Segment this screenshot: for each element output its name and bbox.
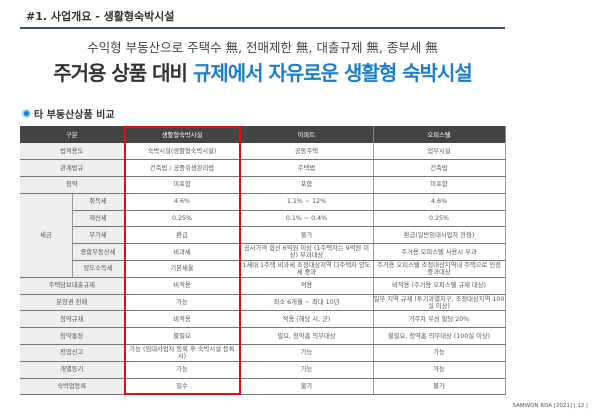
- subtitle: 수익형 부동산으로 주택수 無, 전매제한 無, 대출규제 無, 종부세 無: [87, 40, 438, 55]
- footer: SAMWON RDA [2021] | 12 |: [512, 403, 588, 409]
- table-row: 세금 취득세 4.6% 1.1% ~ 12% 4.6%: [20, 193, 506, 278]
- table-cell: 주거용 오피스텔 사용시 부과: [373, 243, 506, 262]
- row-label: 법적용도: [20, 143, 125, 161]
- table-cell: 비적용 (주거용 오피스텔 규제 대상): [373, 277, 506, 295]
- table-cell: 가능: [373, 344, 506, 362]
- table-row: 양도소득세 기본세율 1세대 1주택 비과세 조정대상지역 다주택자 양도세 중과 주…: [20, 260, 506, 278]
- table-cell: 불가: [240, 378, 374, 396]
- row-group-label: 세금: [20, 193, 73, 278]
- row-label: 주택담보대출규제: [20, 277, 125, 295]
- table-cell: 4.6%: [373, 193, 506, 211]
- table-cell: 0.1% ~ 0.4%: [240, 210, 374, 228]
- row-label: 숙박업등록: [20, 378, 125, 396]
- table-cell: 최소 6개월 ~ 최대 10년: [240, 294, 374, 312]
- table-row: 청약규제 비적용 적용 (해당 시, 군) 거주자 우선 할당 20%: [20, 310, 506, 329]
- table-cell: 건축법: [373, 159, 506, 178]
- table-cell: 업무시설: [373, 143, 506, 161]
- header-category: 구분: [20, 126, 125, 143]
- table-row: 개별등기 가능 가능 가능: [20, 361, 506, 379]
- headline-part1: 주거용 상품 대비: [53, 61, 193, 85]
- table-cell: 필요, 청약홈 의무대상: [240, 327, 374, 346]
- row-label: 개별등기: [20, 361, 125, 379]
- table-cell: 공동주택: [240, 143, 374, 161]
- row-label: 청약: [20, 176, 125, 194]
- table-row: 숙박업등록 필수 불가 불가: [20, 378, 506, 396]
- header-divider: [20, 27, 505, 29]
- location-pin-icon: [22, 109, 31, 118]
- table-cell: 1.1% ~ 12%: [240, 193, 374, 211]
- section-title-text: 타 부동산상품 비교: [34, 110, 115, 121]
- table-cell: 불가: [373, 378, 506, 396]
- table-cell: 공시가격 합산 6억원 이상 (1주택자는 9억원 이상) 부과대상: [240, 243, 374, 262]
- table-cell: 일부 지역 규제 (투기과열지구, 조정대상지역 100실 이상): [373, 294, 506, 312]
- row-label: 청약규제: [20, 310, 125, 329]
- table-row: 법적용도 숙박시설(생활형숙박시설) 공동주택 업무시설: [20, 143, 506, 161]
- table-cell: 주거용 오피스텔 조정대상지역내 주택으로 인정 중과대상: [373, 260, 506, 278]
- row-label: 분양권 전매: [20, 294, 125, 312]
- table-row: 관계법규 건축법 / 공중위생관리법 주택법 건축법: [20, 159, 506, 178]
- row-label: 부가세: [72, 226, 125, 245]
- headline-highlight: 규제에서 자유로운 생활형 숙박시설: [192, 61, 473, 85]
- header-apartment: 아파트: [240, 126, 374, 143]
- table-cell: 주택법: [240, 159, 374, 178]
- header-officetel: 오피스텔: [373, 126, 506, 143]
- row-label: 청약통장: [20, 327, 125, 346]
- comparison-table: 구분 생활형숙박시설 아파트 오피스텔 법적용도 숙박시설(생활형숙박시설) 공동주…: [20, 126, 506, 396]
- table-row: 분양권 전매 가능 최소 6개월 ~ 최대 10년 일부 지역 규제 (투기과열지구,…: [20, 294, 506, 312]
- table-row: 청약 미포함 포함 미포함: [20, 176, 506, 194]
- page-header: #1. 사업개요 - 생활형숙박시설: [26, 10, 175, 23]
- table-cell: 1세대 1주택 비과세 조정대상지역 다주택자 양도세 중과: [240, 260, 374, 278]
- table-cell: 적용 (해당 시, 군): [240, 310, 374, 329]
- table-cell: 미포함: [373, 176, 506, 194]
- table-cell: 환급(일반임대사업자 한정): [373, 226, 506, 245]
- table-cell: 가능: [240, 361, 374, 379]
- header-lodging: 생활형숙박시설: [124, 126, 241, 143]
- row-label: 종합부동산세: [72, 243, 125, 262]
- table-row: 주택담보대출규제 비적용 적용 비적용 (주거용 오피스텔 규제 대상): [20, 277, 506, 295]
- table-cell: 불가: [240, 226, 374, 245]
- headline: 주거용 상품 대비 규제에서 자유로운 생활형 숙박시설: [0, 57, 525, 86]
- row-label: 재산세: [72, 210, 125, 228]
- table-cell: 가능: [240, 344, 374, 362]
- table-cell: 불필요, 청약홈 의무대상 (100실 이상): [373, 327, 506, 346]
- table-row: 청약통장 불필요 필요, 청약홈 의무대상 불필요, 청약홈 의무대상 (100실 이…: [20, 327, 506, 346]
- table-header-row: 구분 생활형숙박시설 아파트 오피스텔: [20, 126, 506, 143]
- row-label: 양도소득세: [72, 260, 125, 278]
- row-label: 취득세: [72, 193, 125, 211]
- table-cell: 가능: [373, 361, 506, 379]
- table-row: 재산세 0.25% 0.1% ~ 0.4% 0.25%: [20, 210, 506, 228]
- table-cell: 0.25%: [373, 210, 506, 228]
- table-cell: 포함: [240, 176, 374, 194]
- table-cell: 거주자 우선 할당 20%: [373, 310, 506, 329]
- section-title: 타 부동산상품 비교: [22, 106, 115, 121]
- table-row: 종합부동산세 비과세 공시가격 합산 6억원 이상 (1주택자는 9억원 이상) 부…: [20, 243, 506, 262]
- row-label: 관계법규: [20, 159, 125, 178]
- table-cell: 적용: [240, 277, 374, 295]
- highlight-box: [124, 126, 241, 395]
- table-row: 부가세 환급 불가 환급(일반임대사업자 한정): [20, 226, 506, 245]
- table-row: 전입신고 가능 (임대사업자 등록 후 숙박시설 등록 시) 가능 가능: [20, 344, 506, 362]
- row-label: 전입신고: [20, 344, 125, 362]
